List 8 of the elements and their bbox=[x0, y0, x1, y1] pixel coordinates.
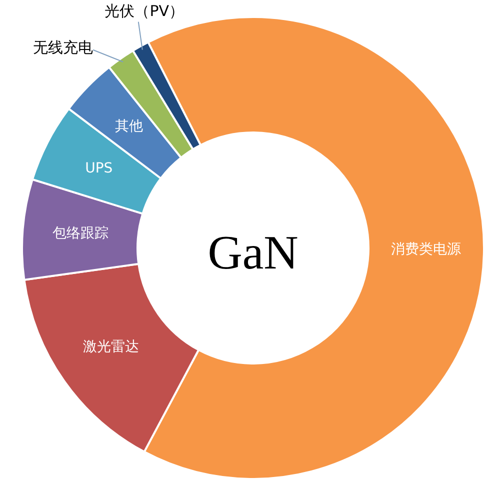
slice-label: UPS bbox=[85, 160, 113, 176]
text: GaN bbox=[208, 226, 298, 280]
slice-label: 无线充电 bbox=[33, 38, 94, 56]
slice-label: 激光雷达 bbox=[82, 338, 139, 355]
slice-label: 其他 bbox=[114, 118, 143, 135]
slice-label: 光伏（PV） bbox=[104, 2, 184, 20]
slice-label: 包络跟踪 bbox=[52, 226, 108, 242]
slice-label: 消费类电源 bbox=[391, 241, 462, 258]
